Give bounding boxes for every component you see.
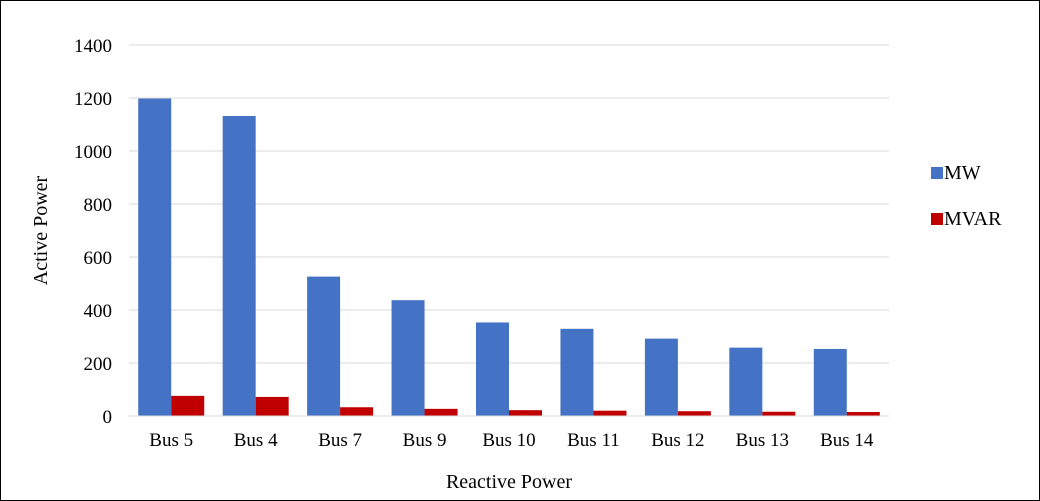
x-tick-label: Bus 11: [567, 430, 620, 451]
bar-mw-bus-5: [138, 98, 172, 416]
legend-label-mvar: MVAR: [944, 208, 1002, 230]
x-axis-title: Reactive Power: [446, 471, 572, 493]
bar-mvar-bus-14: [846, 412, 880, 416]
legend: MW MVAR: [931, 162, 1002, 230]
y-tick-label: 600: [84, 248, 113, 269]
bar-mw-bus-9: [391, 300, 425, 416]
bar-mvar-bus-9: [424, 408, 458, 416]
y-tick-label: 400: [84, 301, 113, 322]
bar-mvar-bus-13: [762, 411, 796, 416]
legend-swatch-mvar: [931, 213, 943, 225]
x-tick-label: Bus 7: [318, 430, 362, 451]
bar-mvar-bus-4: [255, 396, 289, 416]
y-tick-label: 1000: [74, 142, 112, 163]
bar-mw-bus-11: [560, 328, 594, 416]
bar-mw-bus-12: [644, 338, 678, 416]
bar-mvar-bus-10: [509, 410, 542, 416]
legend-label-mw: MW: [944, 162, 981, 184]
y-tick-label: 800: [84, 195, 113, 216]
x-tick-label: Bus 13: [736, 430, 789, 451]
bar-mvar-bus-11: [593, 410, 627, 416]
x-tick-label: Bus 14: [820, 430, 874, 451]
bar-mw-bus-13: [729, 347, 763, 416]
bars: [138, 98, 880, 417]
y-tick-label: 1200: [74, 89, 112, 110]
bar-mw-bus-4: [222, 116, 256, 417]
bar-mw-bus-10: [476, 322, 509, 416]
bar-mvar-bus-12: [677, 411, 711, 416]
x-tick-label: Bus 5: [149, 430, 193, 451]
x-tick-label: Bus 9: [403, 430, 447, 451]
bar-mw-bus-7: [307, 276, 341, 416]
bar-mvar-bus-5: [171, 395, 205, 416]
y-axis-title: Active Power: [30, 175, 52, 285]
x-axis-ticks: Bus 5 Bus 4 Bus 7 Bus 9 Bus 10 Bus 11 Bus 12 Bu…: [149, 430, 874, 451]
bar-mvar-bus-7: [340, 407, 374, 416]
y-tick-label: 200: [84, 354, 113, 375]
y-axis-ticks: 0 200 400 600 800 1000 1200 1400: [74, 36, 112, 428]
x-tick-label: Bus 10: [482, 430, 535, 451]
legend-swatch-mw: [931, 167, 943, 179]
y-tick-label: 1400: [74, 36, 112, 57]
bar-mw-bus-14: [813, 348, 847, 416]
x-tick-label: Bus 4: [234, 430, 278, 451]
y-tick-label: 0: [103, 407, 113, 428]
x-tick-label: Bus 12: [651, 430, 704, 451]
